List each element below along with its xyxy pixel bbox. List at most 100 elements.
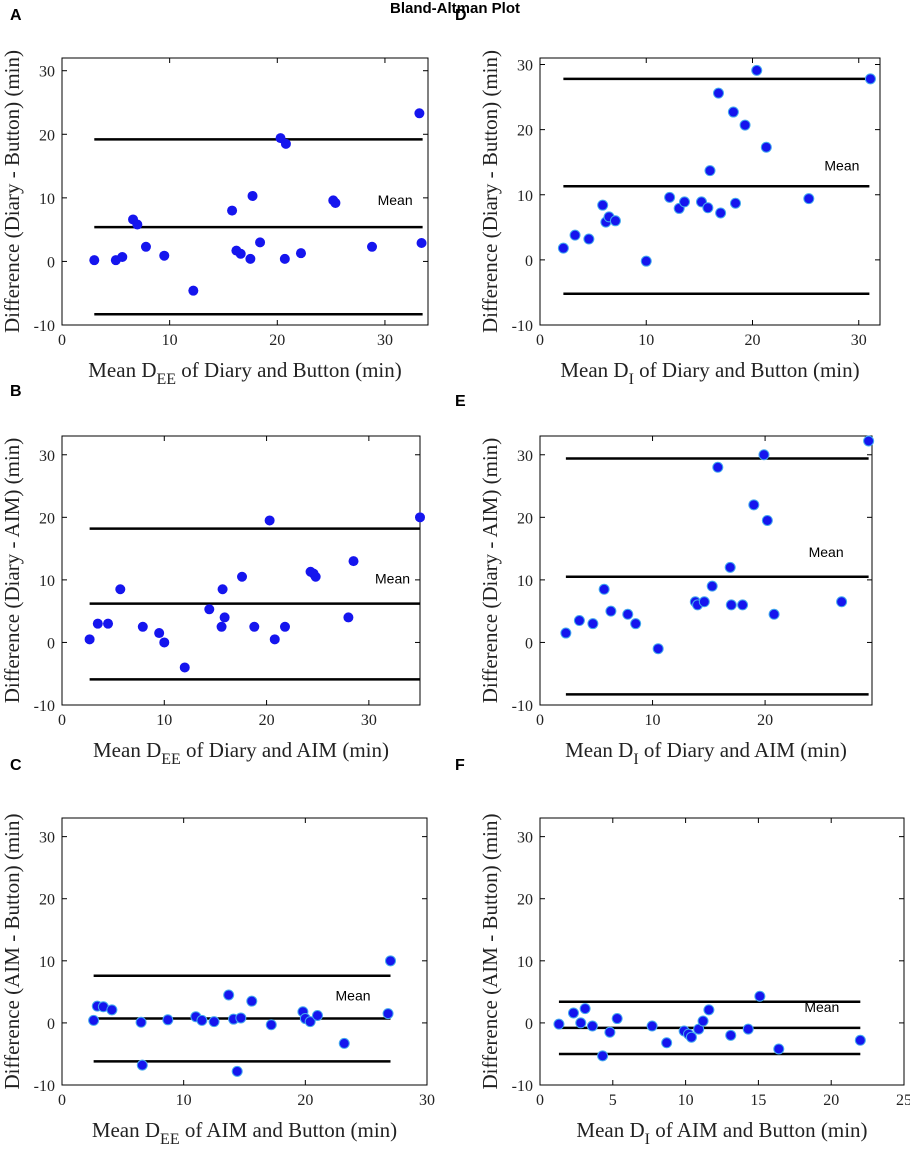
x-axis-label-main: Mean D (93, 738, 161, 762)
data-point (385, 955, 396, 967)
data-point (217, 584, 228, 595)
y-tick-label: 20 (517, 123, 533, 140)
data-point (162, 1014, 174, 1026)
data-point (712, 461, 724, 473)
data-point (725, 1029, 737, 1041)
data-point (586, 1020, 598, 1032)
data-point (713, 87, 724, 99)
y-tick-label: 0 (47, 635, 55, 652)
x-tick-label: 10 (638, 332, 654, 349)
x-axis-label-main: Mean D (88, 358, 156, 382)
data-point (751, 64, 763, 76)
x-axis-label-subscript: EE (160, 1131, 180, 1148)
data-point (219, 612, 230, 623)
data-point (159, 637, 170, 648)
data-point (343, 612, 354, 623)
x-tick-label: 20 (269, 332, 285, 349)
data-point (854, 1034, 866, 1046)
plot-frame (61, 817, 428, 1086)
y-tick-label: 0 (525, 253, 533, 270)
data-point (557, 242, 569, 254)
plot-frame (61, 435, 421, 706)
y-tick-label: -10 (512, 1078, 533, 1095)
x-tick-label: 10 (162, 332, 178, 349)
data-point (737, 599, 749, 611)
data-point (103, 618, 114, 629)
data-point (703, 1004, 715, 1016)
data-point (237, 571, 248, 582)
x-tick-label: 30 (361, 712, 377, 729)
mean-label: Mean (336, 988, 371, 1004)
data-point (135, 1016, 147, 1028)
data-point (89, 255, 100, 266)
data-point (724, 561, 736, 573)
data-point (597, 1050, 609, 1062)
data-point (553, 1018, 565, 1030)
data-point (604, 1026, 616, 1038)
y-tick-label: 20 (39, 892, 55, 909)
x-tick-label: 20 (757, 712, 773, 729)
x-axis-label: Mean DI of Diary and Button (min) (560, 358, 859, 388)
x-tick-label: 20 (259, 712, 275, 729)
data-point (605, 605, 617, 617)
data-point (348, 556, 359, 567)
data-point (575, 1017, 587, 1029)
data-point (760, 141, 772, 153)
x-axis-label-rest: of AIM and Button (min) (180, 1118, 398, 1142)
data-point (137, 621, 148, 632)
data-point (611, 1013, 623, 1025)
data-point (739, 119, 751, 131)
x-axis-label-rest: of Diary and Button (min) (634, 358, 860, 382)
data-point (159, 250, 170, 261)
x-tick-label: 30 (419, 1092, 435, 1109)
y-tick-label: 10 (517, 188, 533, 205)
data-point (579, 1003, 591, 1015)
data-point (235, 1012, 247, 1024)
x-axis-label-main: Mean D (92, 1118, 160, 1142)
data-point (652, 643, 664, 655)
figure-title: Bland-Altman Plot (390, 0, 520, 17)
data-point (312, 1009, 323, 1021)
x-axis-label-main: Mean D (576, 1118, 644, 1142)
x-tick-label: 0 (58, 712, 66, 729)
data-point (569, 229, 581, 241)
data-point (279, 621, 290, 632)
data-point (715, 207, 727, 219)
data-point (622, 608, 634, 620)
data-point (697, 1015, 709, 1027)
data-point (269, 634, 280, 645)
data-point (84, 634, 95, 645)
data-point (725, 599, 737, 611)
data-point (264, 515, 275, 526)
data-point (630, 618, 642, 630)
mean-label: Mean (809, 544, 844, 560)
data-point (208, 1016, 220, 1028)
x-tick-label: 10 (678, 1092, 694, 1109)
data-point (863, 435, 875, 447)
data-point (235, 248, 246, 259)
data-point (758, 449, 770, 461)
data-point (661, 1037, 673, 1049)
x-tick-label: 0 (58, 1092, 66, 1109)
y-tick-label: 10 (517, 573, 533, 590)
y-tick-label: -10 (34, 698, 55, 715)
data-point (698, 596, 710, 608)
y-axis-label: Difference (Diary - Button) (min) (0, 50, 24, 333)
y-tick-label: 0 (525, 635, 533, 652)
y-tick-label: 10 (39, 573, 55, 590)
x-tick-label: 20 (745, 332, 761, 349)
x-axis-label: Mean DEE of AIM and Button (min) (92, 1118, 397, 1148)
data-point (416, 237, 427, 248)
data-point (836, 596, 848, 608)
data-point (204, 604, 215, 615)
y-tick-label: 30 (517, 448, 533, 465)
y-tick-label: 10 (517, 954, 533, 971)
y-tick-label: 30 (517, 58, 533, 75)
data-point (247, 190, 258, 201)
data-point (304, 1016, 316, 1028)
x-tick-label: 25 (896, 1092, 910, 1109)
y-tick-label: 20 (517, 510, 533, 527)
data-point (136, 1059, 148, 1071)
